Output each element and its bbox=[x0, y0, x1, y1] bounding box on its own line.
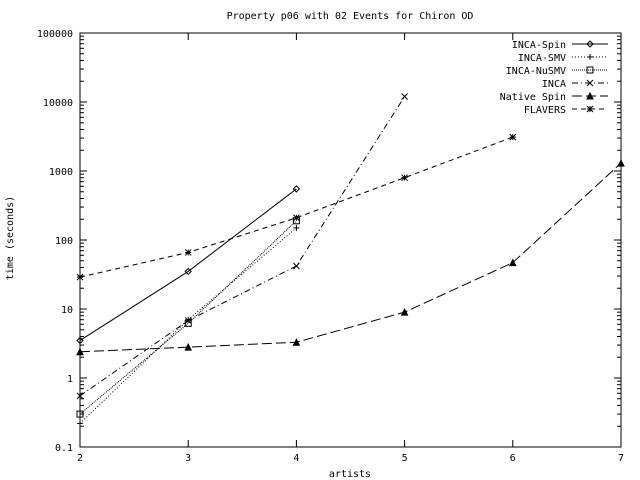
data-point bbox=[76, 392, 84, 400]
data-point bbox=[587, 54, 593, 60]
data-point bbox=[184, 343, 193, 351]
series-native-spin bbox=[76, 159, 625, 356]
x-tick-label: 6 bbox=[510, 453, 516, 464]
series-line bbox=[79, 96, 406, 397]
series-line bbox=[79, 162, 622, 353]
series-line bbox=[79, 220, 297, 415]
data-point bbox=[76, 273, 84, 281]
legend-label: FLAVERS bbox=[524, 105, 566, 116]
y-tick-label: 10 bbox=[61, 305, 73, 316]
legend-label: INCA bbox=[542, 79, 566, 90]
data-point bbox=[292, 185, 301, 193]
y-axis-label: time (seconds) bbox=[5, 196, 16, 280]
legend-label: INCA-Spin bbox=[512, 40, 566, 51]
y-tick-label: 100 bbox=[55, 236, 73, 247]
data-point bbox=[401, 174, 408, 182]
y-tick-label: 10000 bbox=[43, 98, 73, 109]
legend: INCA-Spin INCA-SMV INCA-NuSMV INCA Native Sp… bbox=[500, 40, 608, 116]
legend-label: INCA-NuSMV bbox=[506, 66, 566, 77]
data-point bbox=[76, 410, 84, 418]
data-point bbox=[293, 214, 300, 222]
data-point bbox=[586, 40, 594, 48]
y-tick-label: 1 bbox=[67, 374, 73, 385]
series-layer bbox=[76, 93, 625, 427]
data-point bbox=[586, 66, 594, 74]
data-point bbox=[586, 79, 594, 87]
series-flavers bbox=[76, 133, 517, 281]
data-point bbox=[293, 262, 300, 270]
data-point bbox=[400, 308, 409, 316]
y-tick-label: 1000 bbox=[49, 167, 73, 178]
series-line bbox=[79, 188, 297, 341]
y-tick-label: 0.1 bbox=[55, 443, 73, 454]
x-tick-label: 2 bbox=[77, 453, 83, 464]
legend-label: INCA-SMV bbox=[518, 53, 566, 64]
data-point bbox=[184, 267, 192, 276]
series-inca-spin bbox=[76, 185, 301, 345]
data-point bbox=[586, 91, 594, 100]
data-point bbox=[76, 347, 84, 356]
data-point bbox=[586, 105, 594, 113]
x-tick-label: 3 bbox=[185, 453, 191, 464]
data-point bbox=[401, 93, 408, 100]
data-point bbox=[293, 224, 300, 231]
data-point bbox=[184, 249, 192, 256]
data-point bbox=[76, 336, 84, 345]
legend-label: Native Spin bbox=[500, 92, 566, 103]
data-point bbox=[77, 420, 83, 427]
x-tick-label: 7 bbox=[618, 453, 624, 464]
data-point bbox=[617, 159, 625, 167]
data-point bbox=[509, 133, 517, 141]
y-tick-label: 100000 bbox=[37, 29, 73, 40]
series-line bbox=[79, 227, 297, 424]
chart-title: Property p06 with 02 Events for Chiron O… bbox=[227, 11, 474, 22]
series-inca bbox=[76, 93, 408, 400]
x-tick-label: 5 bbox=[402, 453, 408, 464]
x-tick-label: 4 bbox=[293, 453, 299, 464]
data-point bbox=[292, 338, 301, 346]
axis-ticks: 0.1 1 10 100 1000 10000 100000 2 3 4 5 6 7 bbox=[37, 29, 624, 464]
data-point bbox=[184, 317, 192, 324]
series-line bbox=[79, 136, 513, 278]
x-axis-label: artists bbox=[329, 469, 371, 480]
data-point bbox=[508, 258, 517, 267]
